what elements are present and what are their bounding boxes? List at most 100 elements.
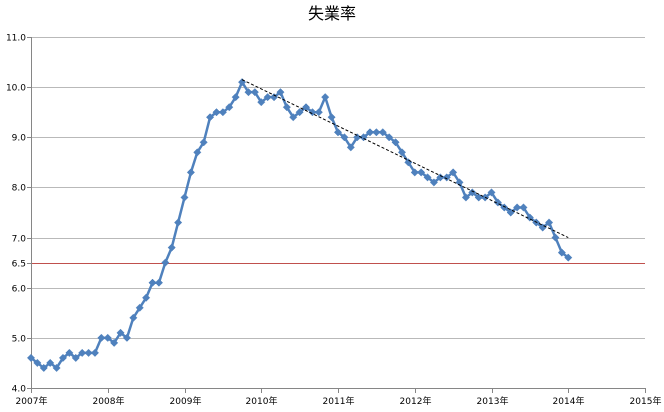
y-tick-label: 6.0 — [12, 285, 27, 295]
data-point — [116, 328, 125, 337]
data-point — [231, 93, 240, 102]
x-tick-label: 2009年 — [170, 395, 202, 407]
data-point — [365, 128, 375, 137]
data-point — [269, 93, 279, 102]
data-point — [346, 143, 355, 152]
data-point — [417, 168, 426, 177]
data-point — [263, 93, 272, 102]
data-point — [110, 338, 119, 347]
y-tick-label: 7.0 — [12, 235, 27, 245]
data-point — [180, 193, 189, 202]
data-point — [78, 348, 87, 357]
data-point — [58, 353, 68, 362]
data-point — [423, 173, 432, 182]
data-point — [186, 168, 195, 177]
data-points — [26, 78, 573, 372]
data-point — [71, 353, 80, 362]
data-point — [289, 113, 298, 122]
data-point — [257, 98, 266, 107]
x-tick-label: 2012年 — [400, 395, 432, 407]
data-point — [135, 303, 144, 312]
x-axis-ticks: 2007年 2008年 2009年 2010年 2011年 2012年 2013年 2014年… — [16, 388, 662, 407]
data-point — [167, 243, 176, 252]
data-point — [212, 108, 221, 117]
data-point — [391, 138, 400, 147]
data-point — [129, 313, 138, 322]
y-tick-label: 8.0 — [12, 184, 27, 194]
trendline-group — [241, 79, 569, 239]
data-point — [244, 88, 253, 97]
data-point — [199, 138, 208, 147]
data-point — [218, 108, 227, 117]
data-point — [442, 173, 451, 182]
data-point — [468, 188, 477, 197]
data-point — [84, 348, 93, 357]
data-point — [295, 108, 304, 117]
data-point — [90, 348, 100, 357]
data-point — [321, 93, 330, 102]
data-point — [52, 363, 61, 372]
y-tick-label: 11.0 — [6, 34, 26, 44]
y-tick-label: 9.0 — [12, 134, 27, 144]
x-tick-label: 2013年 — [477, 395, 509, 407]
data-point — [551, 233, 560, 242]
x-tick-label: 2015年 — [630, 395, 662, 407]
data-point — [206, 113, 215, 122]
data-point — [378, 128, 387, 137]
data-point — [154, 278, 163, 287]
data-point — [174, 218, 183, 227]
data-point — [461, 193, 470, 202]
x-tick-label: 2010年 — [246, 395, 278, 407]
y-tick-label: 6.5 — [12, 260, 26, 270]
data-point — [314, 108, 323, 117]
data-point — [103, 333, 112, 342]
y-tick-label: 10.0 — [6, 84, 26, 94]
data-point — [97, 333, 106, 342]
series-group — [30, 80, 570, 370]
data-point — [449, 168, 458, 177]
data-point — [327, 113, 336, 122]
data-point — [33, 358, 42, 367]
data-point — [455, 178, 464, 187]
trend-line — [241, 79, 569, 239]
data-point — [436, 173, 445, 182]
data-point — [372, 128, 381, 137]
data-point — [122, 333, 131, 342]
data-point — [545, 218, 554, 227]
x-tick-label: 2007年 — [16, 395, 48, 407]
data-point — [161, 258, 170, 267]
chart-title: 失業率 — [308, 4, 356, 23]
x-tick-label: 2008年 — [93, 395, 125, 407]
data-point — [276, 88, 285, 97]
x-tick-label: 2011年 — [323, 395, 355, 407]
data-point — [429, 178, 438, 187]
data-point — [250, 88, 259, 97]
data-point — [142, 293, 151, 302]
data-point — [557, 248, 566, 257]
data-point — [148, 278, 157, 287]
data-point — [193, 148, 202, 157]
y-axis-ticks: 4.0 5.0 6.0 6.5 7.0 8.0 9.0 10.0 11.0 — [6, 34, 31, 395]
data-point — [564, 253, 573, 262]
data-point — [308, 108, 317, 117]
data-point — [500, 203, 509, 212]
data-point — [46, 358, 55, 367]
gridlines — [31, 37, 645, 339]
data-point — [282, 103, 291, 112]
data-point — [39, 363, 48, 372]
data-point — [487, 188, 496, 197]
data-point — [340, 133, 349, 142]
x-tick-label: 2014年 — [553, 395, 585, 407]
data-point — [519, 203, 528, 212]
data-point — [26, 353, 36, 362]
series-line — [30, 80, 570, 370]
data-point — [225, 103, 234, 112]
data-point — [385, 133, 394, 142]
y-tick-label: 4.0 — [12, 385, 27, 395]
data-point — [410, 168, 419, 177]
y-tick-label: 5.0 — [12, 335, 27, 345]
data-point — [397, 148, 407, 157]
data-point — [65, 348, 74, 357]
